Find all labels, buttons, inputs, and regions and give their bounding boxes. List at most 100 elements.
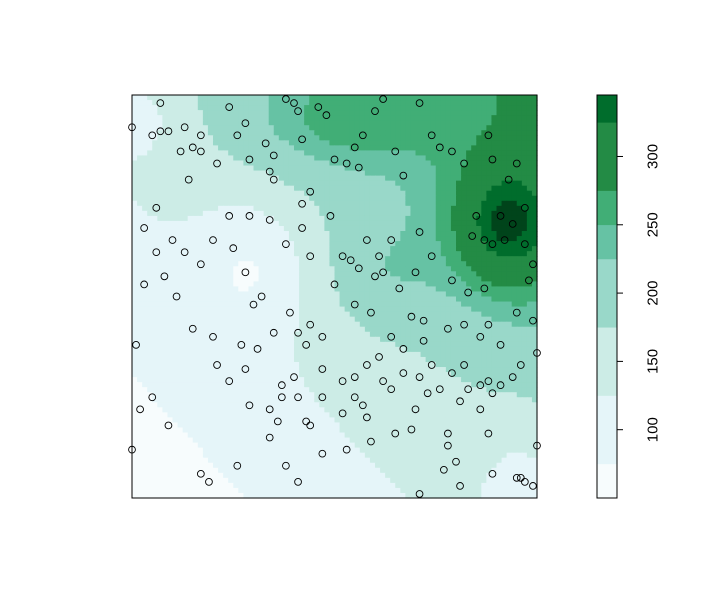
surface-cell <box>213 246 219 252</box>
surface-cell <box>187 306 194 313</box>
surface-cell <box>511 231 518 237</box>
surface-cell <box>385 110 391 116</box>
surface-cell <box>233 205 239 212</box>
surface-cell <box>486 261 493 267</box>
surface-cell <box>339 356 346 363</box>
surface-cell <box>445 180 452 187</box>
surface-cell <box>339 377 346 383</box>
surface-cell <box>375 95 381 101</box>
surface-cell <box>466 175 472 182</box>
surface-cell <box>435 296 442 303</box>
surface-cell <box>268 185 275 192</box>
surface-cell <box>233 286 239 293</box>
surface-cell <box>299 291 305 298</box>
surface-cell <box>162 95 169 101</box>
surface-cell <box>466 392 472 398</box>
surface-cell <box>197 351 204 358</box>
surface-cell <box>415 155 422 162</box>
surface-cell <box>501 165 508 172</box>
surface-cell <box>132 407 138 413</box>
surface-cell <box>314 110 320 116</box>
surface-cell <box>435 306 442 313</box>
surface-cell <box>501 271 508 277</box>
surface-cell <box>526 306 533 313</box>
surface-cell <box>506 301 513 308</box>
surface-cell <box>283 140 290 146</box>
surface-cell <box>309 306 315 313</box>
surface-cell <box>278 95 285 101</box>
surface-cell <box>466 326 472 333</box>
surface-cell <box>354 105 361 111</box>
surface-cell <box>258 271 265 277</box>
surface-cell <box>268 180 275 187</box>
surface-cell <box>344 165 351 172</box>
surface-cell <box>137 326 143 333</box>
surface-cell <box>344 246 351 252</box>
surface-cell <box>375 266 381 272</box>
surface-cell <box>496 296 503 303</box>
surface-cell <box>420 346 427 353</box>
surface-cell <box>258 110 265 116</box>
surface-cell <box>147 150 153 157</box>
surface-cell <box>476 261 482 267</box>
surface-cell <box>344 251 351 257</box>
surface-cell <box>299 397 305 403</box>
surface-cell <box>496 377 503 383</box>
surface-cell <box>385 231 391 237</box>
surface-cell <box>202 402 209 408</box>
surface-cell <box>197 135 204 141</box>
surface-cell <box>233 361 239 368</box>
surface-cell <box>223 402 229 408</box>
surface-cell <box>157 346 163 353</box>
surface-cell <box>425 341 432 348</box>
surface-cell <box>137 271 143 277</box>
surface-cell <box>511 311 518 318</box>
surface-cell <box>162 195 169 202</box>
surface-cell <box>385 367 391 373</box>
surface-cell <box>273 392 280 398</box>
surface-cell <box>329 331 336 338</box>
surface-cell <box>238 120 244 126</box>
surface-cell <box>319 392 325 398</box>
surface-cell <box>506 150 513 157</box>
surface-cell <box>288 205 295 212</box>
surface-cell <box>172 361 179 368</box>
surface-cell <box>268 356 275 363</box>
surface-cell <box>506 271 513 277</box>
surface-cell <box>531 130 538 136</box>
surface-cell <box>344 291 351 298</box>
surface-cell <box>309 180 315 187</box>
surface-cell <box>177 205 184 212</box>
surface-cell <box>380 140 386 146</box>
surface-cell <box>511 286 518 293</box>
surface-cell <box>466 160 472 167</box>
surface-cell <box>324 205 331 212</box>
surface-cell <box>294 356 300 363</box>
surface-cell <box>319 387 325 393</box>
surface-cell <box>380 356 386 363</box>
surface-cell <box>314 356 320 363</box>
surface-cell <box>192 392 199 398</box>
surface-cell <box>471 397 477 403</box>
surface-cell <box>207 236 214 242</box>
surface-cell <box>450 311 457 318</box>
surface-cell <box>420 231 427 237</box>
surface-cell <box>349 150 356 157</box>
surface-cell <box>238 150 244 157</box>
surface-cell <box>471 377 477 383</box>
surface-cell <box>319 145 325 152</box>
surface-cell <box>430 361 437 368</box>
surface-cell <box>430 95 437 101</box>
surface-cell <box>223 397 229 403</box>
surface-cell <box>380 256 386 262</box>
surface-cell <box>132 210 138 217</box>
surface-cell <box>132 392 138 398</box>
surface-cell <box>207 155 214 162</box>
surface-cell <box>273 220 280 227</box>
surface-cell <box>283 205 290 212</box>
surface-cell <box>309 200 315 207</box>
surface-cell <box>456 160 462 167</box>
surface-cell <box>218 296 224 303</box>
surface-cell <box>466 180 472 187</box>
surface-cell <box>197 397 204 403</box>
